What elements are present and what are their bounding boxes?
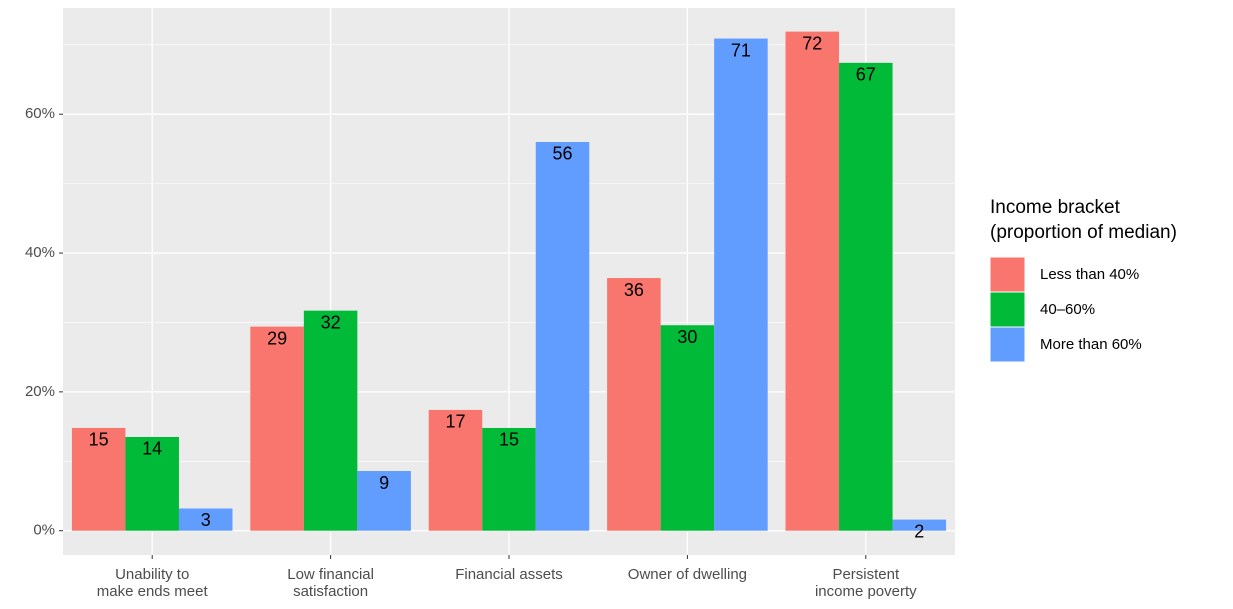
y-tick-label: 0% [33,522,55,539]
bar [250,326,304,531]
value-label: 3 [201,510,211,530]
legend-label: 40–60% [1040,301,1095,318]
bar [607,278,661,531]
bar [785,31,840,531]
bar [535,141,590,531]
value-label: 15 [89,430,109,450]
value-label: 15 [499,430,519,450]
legend-key [989,256,1026,293]
legend-label: More than 60% [1040,336,1142,353]
value-label: 14 [142,439,162,459]
legend-key [989,291,1026,328]
value-label: 30 [677,327,697,347]
bar [357,471,411,531]
value-label: 67 [856,65,876,85]
value-label: 2 [914,521,924,541]
value-label: 32 [321,312,341,332]
value-label: 9 [379,473,389,493]
legend-title: (proportion of median) [990,222,1177,243]
y-tick-label: 60% [25,105,55,122]
legend-key [989,326,1026,363]
y-tick-label: 40% [25,244,55,261]
y-tick-label: 20% [25,383,55,400]
bar [428,409,483,531]
legend-title: Income bracket [990,197,1121,218]
bar [839,62,893,531]
value-label: 36 [624,280,644,300]
x-tick-label: Owner of dwelling [628,566,747,583]
value-label: 17 [445,412,465,432]
x-tick-label: Unability to make ends meet [97,566,209,600]
bar [892,519,947,531]
bar [714,38,768,531]
x-tick-label: Low financial satisfaction [287,566,374,600]
value-label: 56 [553,144,573,164]
value-label: 72 [802,33,822,53]
legend-label: Less than 40% [1040,266,1139,283]
value-label: 71 [731,40,751,60]
x-tick-label: Financial assets [455,566,563,583]
bar [303,310,358,531]
bar [71,427,126,531]
bar [482,427,536,531]
bar [178,508,233,531]
x-tick-label: Persistent income poverty [815,566,917,600]
bar [125,436,179,531]
bar [660,325,715,531]
value-label: 29 [267,328,287,348]
